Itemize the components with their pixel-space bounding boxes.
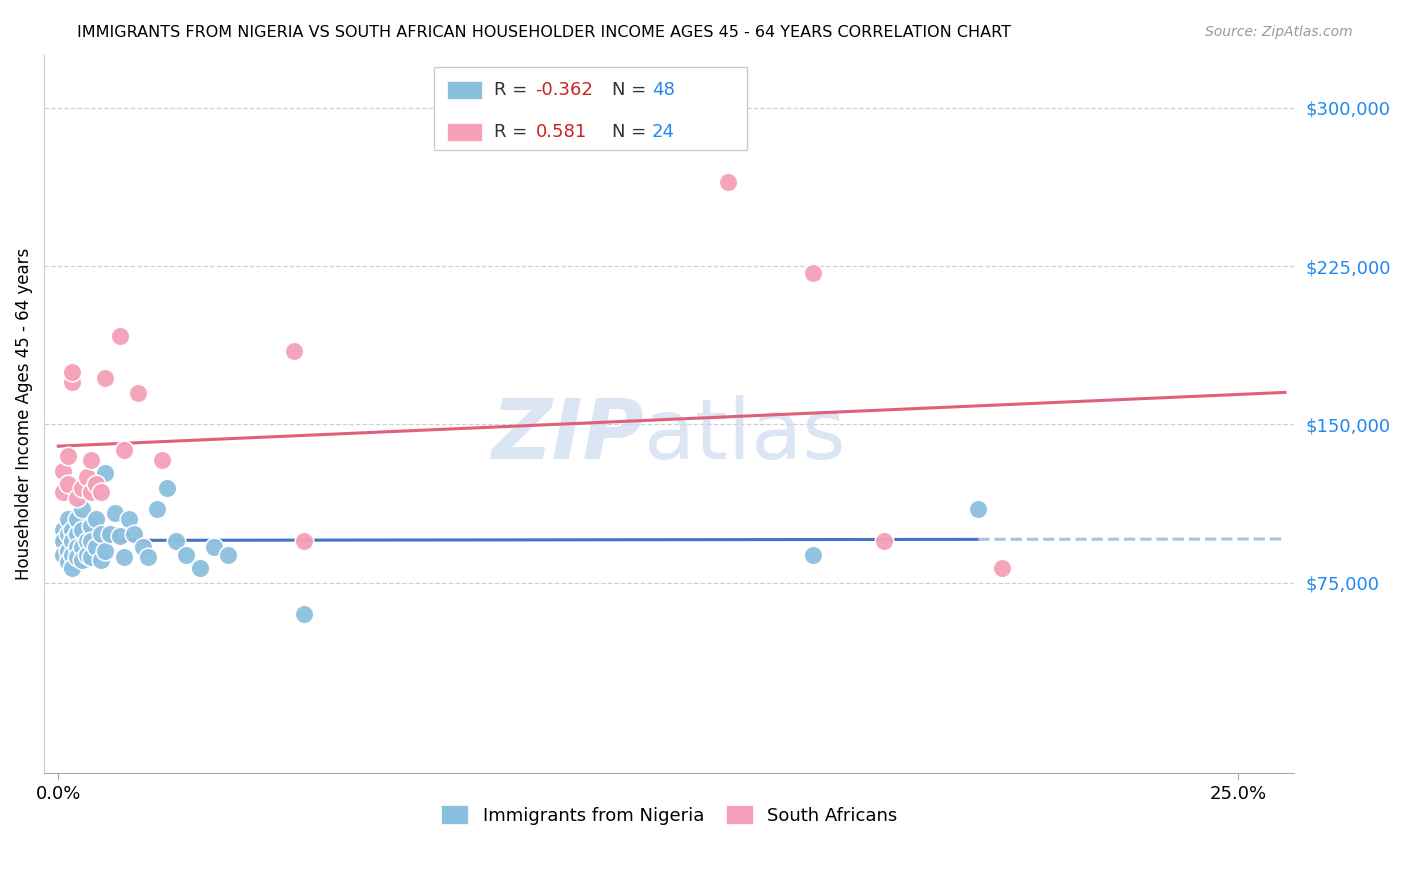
Point <box>967 502 990 516</box>
Point <box>156 481 179 495</box>
Point <box>66 540 89 554</box>
Point <box>52 485 75 500</box>
Text: 0.581: 0.581 <box>536 123 586 141</box>
Point <box>80 518 103 533</box>
Point <box>62 523 84 537</box>
Point <box>52 533 75 548</box>
Point <box>56 512 79 526</box>
Point <box>127 385 149 400</box>
Point <box>52 464 75 478</box>
Text: R =: R = <box>495 81 533 99</box>
Y-axis label: Householder Income Ages 45 - 64 years: Householder Income Ages 45 - 64 years <box>15 248 32 580</box>
Point <box>66 550 89 565</box>
Point <box>292 533 315 548</box>
Point <box>66 491 89 506</box>
FancyBboxPatch shape <box>434 67 747 150</box>
Point <box>52 523 75 537</box>
Point <box>56 449 79 463</box>
Point <box>94 466 117 480</box>
Point <box>136 550 159 565</box>
Text: -0.362: -0.362 <box>536 81 593 99</box>
Point <box>112 550 135 565</box>
Point <box>132 540 155 554</box>
Point <box>84 476 107 491</box>
Point <box>80 533 103 548</box>
Point <box>108 529 131 543</box>
Point <box>188 561 211 575</box>
Point <box>165 533 187 548</box>
Point <box>90 485 112 500</box>
FancyBboxPatch shape <box>447 81 482 100</box>
Point <box>90 552 112 566</box>
Point <box>62 365 84 379</box>
Point <box>62 533 84 548</box>
Point <box>108 329 131 343</box>
Point <box>112 442 135 457</box>
Point <box>174 549 197 563</box>
Point <box>80 550 103 565</box>
Point <box>80 485 103 500</box>
Text: 48: 48 <box>652 81 675 99</box>
Point <box>292 607 315 622</box>
Point <box>76 549 98 563</box>
Point <box>217 549 239 563</box>
Point <box>122 527 145 541</box>
Point <box>146 502 169 516</box>
Point <box>70 502 93 516</box>
Point <box>76 533 98 548</box>
Point <box>104 506 127 520</box>
Point <box>991 561 1014 575</box>
Point <box>84 540 107 554</box>
Point <box>66 512 89 526</box>
Point <box>118 512 141 526</box>
FancyBboxPatch shape <box>447 123 482 141</box>
Point <box>873 533 896 548</box>
Point <box>76 470 98 484</box>
Point <box>62 376 84 390</box>
Text: ZIP: ZIP <box>492 395 644 476</box>
Point <box>717 175 740 189</box>
Point <box>80 453 103 467</box>
Point <box>801 549 824 563</box>
Point <box>98 527 121 541</box>
Point <box>94 371 117 385</box>
Point <box>283 343 305 358</box>
Point <box>150 453 173 467</box>
Text: 24: 24 <box>652 123 675 141</box>
Point <box>56 527 79 541</box>
Point <box>84 512 107 526</box>
Point <box>62 561 84 575</box>
Point <box>94 544 117 558</box>
Text: IMMIGRANTS FROM NIGERIA VS SOUTH AFRICAN HOUSEHOLDER INCOME AGES 45 - 64 YEARS C: IMMIGRANTS FROM NIGERIA VS SOUTH AFRICAN… <box>77 25 1011 40</box>
Text: atlas: atlas <box>644 395 846 476</box>
Point <box>70 523 93 537</box>
Text: R =: R = <box>495 123 533 141</box>
Text: N =: N = <box>612 81 652 99</box>
Point <box>801 266 824 280</box>
Point <box>90 527 112 541</box>
Point <box>202 540 225 554</box>
Point <box>56 544 79 558</box>
Point <box>70 552 93 566</box>
Point <box>66 527 89 541</box>
Point <box>56 555 79 569</box>
Point <box>52 549 75 563</box>
Point <box>62 549 84 563</box>
Text: N =: N = <box>612 123 652 141</box>
Point <box>70 540 93 554</box>
Point <box>56 476 79 491</box>
Legend: Immigrants from Nigeria, South Africans: Immigrants from Nigeria, South Africans <box>430 794 908 836</box>
Text: Source: ZipAtlas.com: Source: ZipAtlas.com <box>1205 25 1353 39</box>
Point <box>70 481 93 495</box>
